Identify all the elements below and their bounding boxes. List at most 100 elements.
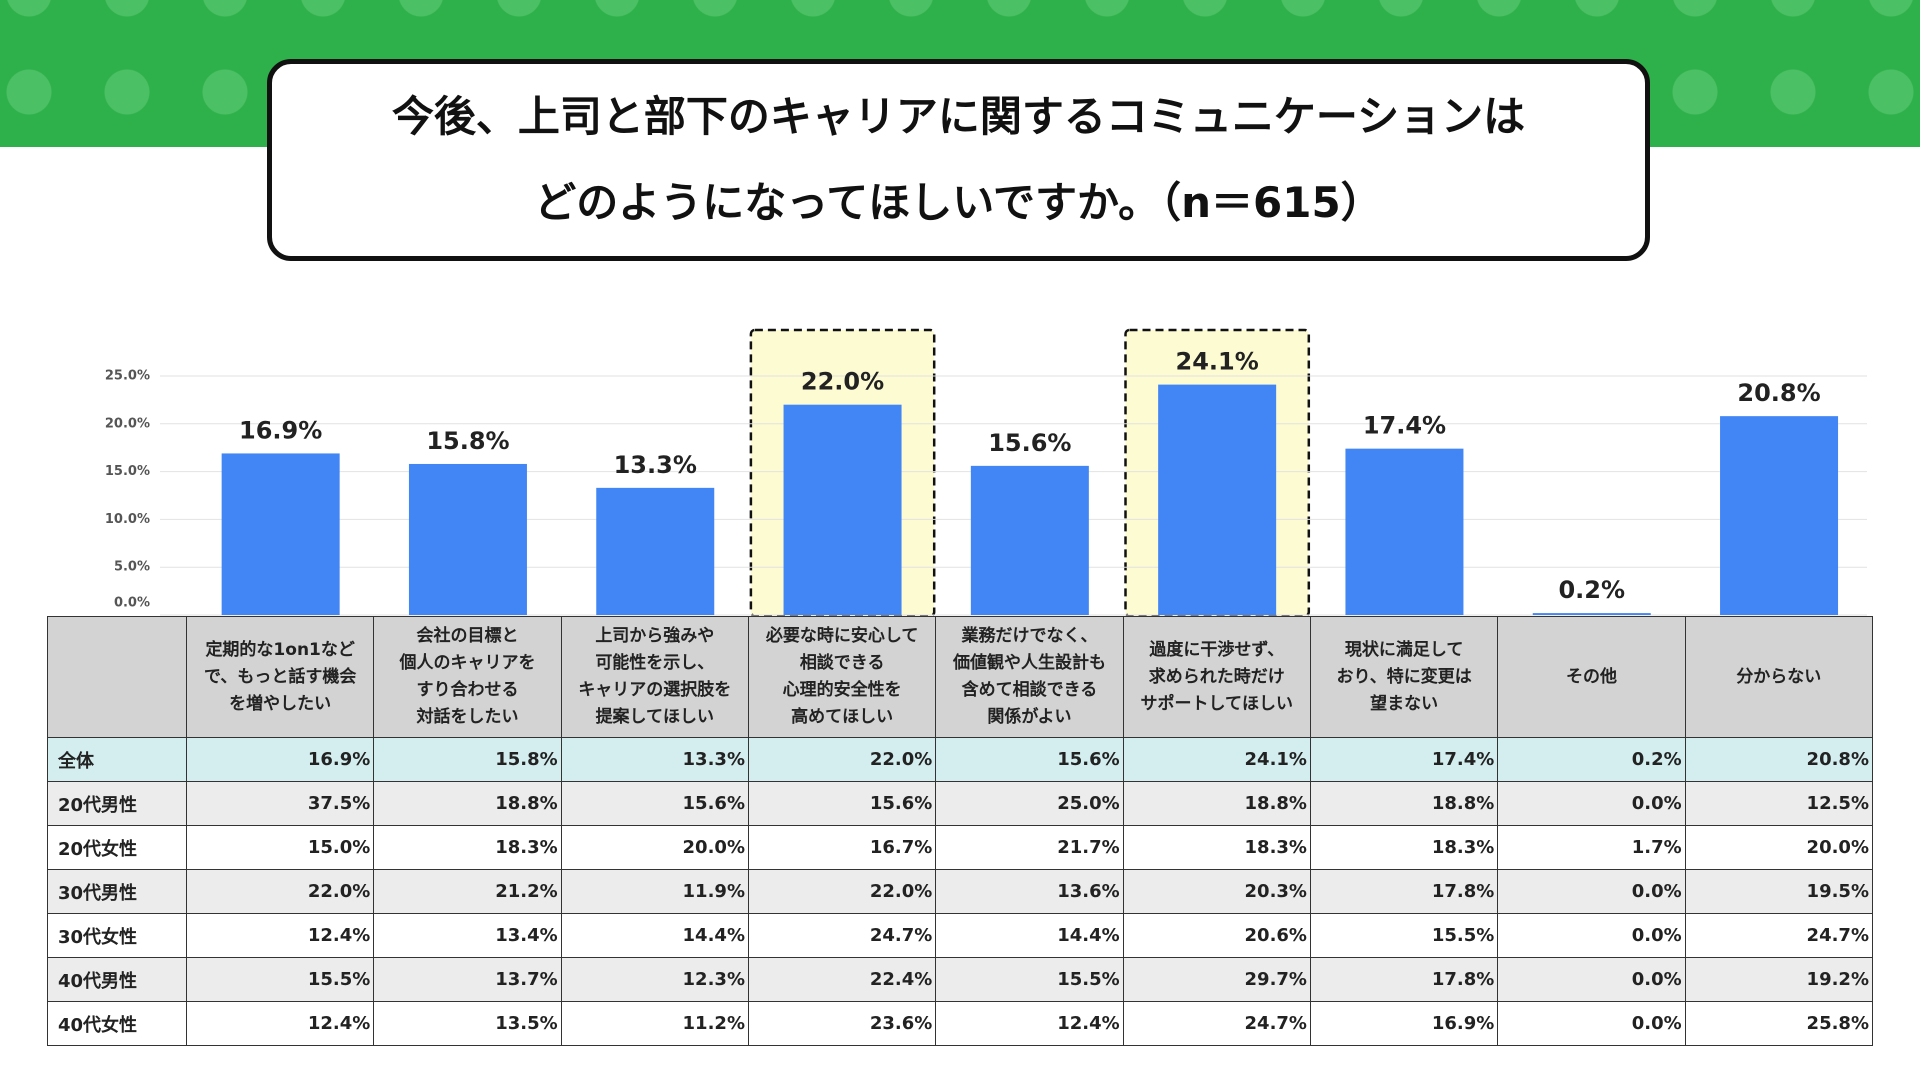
table-cell: 0.0% xyxy=(1497,869,1686,914)
value-label: 22.0% xyxy=(801,368,884,396)
y-tick-label: 5.0% xyxy=(114,560,150,575)
table-cell: 20.3% xyxy=(1122,869,1311,914)
table-cell: 20.0% xyxy=(560,825,749,870)
table-row: 40代女性 12.4% 13.5% 11.2% 23.6% 12.4% 24.7% 16.9%… xyxy=(47,1001,1874,1046)
table-cell: 11.9% xyxy=(560,869,749,914)
table-cell: 11.2% xyxy=(560,1001,749,1046)
value-label: 24.1% xyxy=(1176,348,1259,376)
table-cell: 20.8% xyxy=(1684,737,1874,782)
table-cell: 20.0% xyxy=(1684,825,1874,870)
table-cell: 12.3% xyxy=(560,957,749,1002)
table-cell: 15.6% xyxy=(935,737,1124,782)
table-cell: 18.3% xyxy=(373,825,562,870)
bar xyxy=(970,465,1089,615)
table-cell: 15.5% xyxy=(935,957,1124,1002)
table-cell: 0.0% xyxy=(1497,957,1686,1002)
column-header: 上司から強みや 可能性を示し、 キャリアの選択肢を 提案してほしい xyxy=(560,616,749,738)
value-label: 15.6% xyxy=(988,429,1071,457)
bar xyxy=(221,453,340,615)
table-cell: 18.3% xyxy=(1309,825,1499,870)
y-tick-label: 20.0% xyxy=(105,416,150,431)
table-cell: 15.5% xyxy=(1309,913,1499,958)
table-cell: 12.4% xyxy=(185,913,375,958)
table-cell: 14.4% xyxy=(935,913,1124,958)
row-label: 40代女性 xyxy=(47,1001,187,1046)
table-cell: 25.0% xyxy=(935,781,1124,826)
table-cell: 24.7% xyxy=(747,913,937,958)
table-cell: 0.0% xyxy=(1497,781,1686,826)
column-header: 定期的な1on1など で、もっと話す機会 を増やしたい xyxy=(185,616,375,738)
table-cell: 13.4% xyxy=(373,913,562,958)
table-cell: 37.5% xyxy=(185,781,375,826)
value-label: 20.8% xyxy=(1737,379,1820,407)
value-label: 15.8% xyxy=(426,427,509,455)
table-cell: 22.0% xyxy=(747,869,937,914)
table-cell: 13.6% xyxy=(935,869,1124,914)
title-box: 今後、上司と部下のキャリアに関するコミュニケーションは どのようになってほしいで… xyxy=(267,59,1650,261)
column-header: 会社の目標と 個人のキャリアを すり合わせる 対話をしたい xyxy=(373,616,562,738)
table-cell: 0.2% xyxy=(1497,737,1686,782)
table-cell: 21.2% xyxy=(373,869,562,914)
table-cell: 25.8% xyxy=(1684,1001,1874,1046)
table-cell: 1.7% xyxy=(1497,825,1686,870)
table-cell: 20.6% xyxy=(1122,913,1311,958)
column-header: 分からない xyxy=(1684,616,1874,738)
table-row: 30代男性 22.0% 21.2% 11.9% 22.0% 13.6% 20.3% 17.8%… xyxy=(47,869,1874,914)
table-row: 20代女性 15.0% 18.3% 20.0% 16.7% 21.7% 18.3% 18.3%… xyxy=(47,825,1874,870)
table-cell: 0.0% xyxy=(1497,1001,1686,1046)
row-label: 20代女性 xyxy=(47,825,187,870)
table-cell: 15.0% xyxy=(185,825,375,870)
table-cell: 15.8% xyxy=(373,737,562,782)
table-cell: 19.2% xyxy=(1684,957,1874,1002)
row-label: 30代女性 xyxy=(47,913,187,958)
value-label: 17.4% xyxy=(1363,412,1446,440)
table-row: 全体 16.9% 15.8% 13.3% 22.0% 15.6% 24.1% 17.4% 0.2… xyxy=(47,737,1874,782)
column-header: 必要な時に安心して 相談できる 心理的安全性を 高めてほしい xyxy=(747,616,937,738)
y-tick-label: 25.0% xyxy=(105,369,150,384)
table-cell: 13.3% xyxy=(560,737,749,782)
table-cell: 22.0% xyxy=(185,869,375,914)
table-cell: 18.8% xyxy=(373,781,562,826)
table-cell: 24.1% xyxy=(1122,737,1311,782)
table-cell: 17.8% xyxy=(1309,869,1499,914)
value-label: 13.3% xyxy=(614,451,697,479)
column-header: その他 xyxy=(1497,616,1686,738)
bar xyxy=(783,404,902,615)
value-label: 16.9% xyxy=(239,416,322,444)
table-cell: 16.9% xyxy=(185,737,375,782)
table-cell: 19.5% xyxy=(1684,869,1874,914)
table-cell: 12.4% xyxy=(935,1001,1124,1046)
table-row: 30代女性 12.4% 13.4% 14.4% 24.7% 14.4% 20.6% 15.5%… xyxy=(47,913,1874,958)
table-cell: 23.6% xyxy=(747,1001,937,1046)
bar xyxy=(1532,613,1651,615)
column-header: 現状に満足して おり、特に変更は 望まない xyxy=(1309,616,1499,738)
column-header: 過度に干渉せず、 求められた時だけ サポートしてほしい xyxy=(1122,616,1311,738)
table-cell: 16.7% xyxy=(747,825,937,870)
table-cell: 18.8% xyxy=(1309,781,1499,826)
table-cell: 13.5% xyxy=(373,1001,562,1046)
bar xyxy=(408,463,527,615)
chart-title: 今後、上司と部下のキャリアに関するコミュニケーションは どのようになってほしいで… xyxy=(391,92,1526,227)
table-cell: 24.7% xyxy=(1684,913,1874,958)
table-cell: 13.7% xyxy=(373,957,562,1002)
bar xyxy=(1345,448,1464,615)
table-cell: 15.6% xyxy=(560,781,749,826)
table-cell: 12.4% xyxy=(185,1001,375,1046)
table-cell: 18.8% xyxy=(1122,781,1311,826)
table-cell: 12.5% xyxy=(1684,781,1874,826)
table-cell: 18.3% xyxy=(1122,825,1311,870)
bar xyxy=(1720,416,1839,615)
y-tick-label: 15.0% xyxy=(105,464,150,479)
corner-cell xyxy=(47,616,187,738)
header-row: 定期的な1on1など で、もっと話す機会 を増やしたい 会社の目標と 個人のキャリ… xyxy=(47,616,1874,738)
table-cell: 14.4% xyxy=(560,913,749,958)
y-tick-label: 0.0% xyxy=(114,596,150,611)
table-cell: 16.9% xyxy=(1309,1001,1499,1046)
table-cell: 15.5% xyxy=(185,957,375,1002)
bar xyxy=(1158,384,1277,615)
y-tick-label: 10.0% xyxy=(105,512,150,527)
table-row: 40代男性 15.5% 13.7% 12.3% 22.4% 15.5% 29.7% 17.8%… xyxy=(47,957,1874,1002)
row-label: 30代男性 xyxy=(47,869,187,914)
